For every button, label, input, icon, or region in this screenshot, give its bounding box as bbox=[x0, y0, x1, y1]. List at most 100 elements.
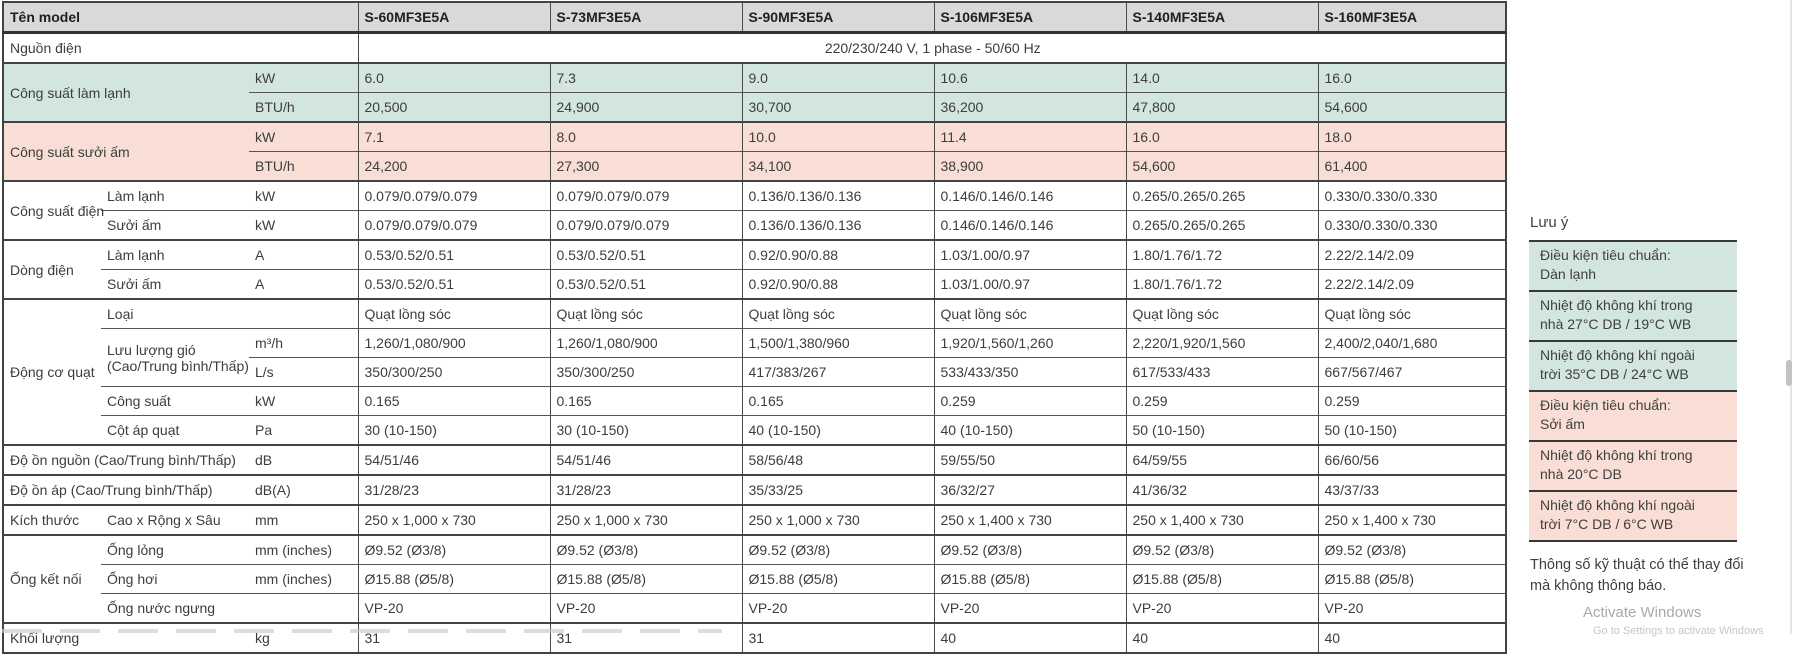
airflow-label-line1: Lưu lượng gió bbox=[107, 341, 196, 358]
table-row: L/s 350/300/250 350/300/250 417/383/267 … bbox=[3, 357, 1506, 387]
row-group-label: Nguồn điện bbox=[3, 31, 358, 63]
spec-value: 0.079/0.079/0.079 bbox=[357, 180, 550, 211]
table-header-row: Tên model S-60MF3E5A S-73MF3E5A S-90MF3E… bbox=[3, 2, 1506, 34]
spec-value: 0.53/0.52/0.51 bbox=[357, 269, 550, 299]
spec-value: 250 x 1,000 x 730 bbox=[741, 504, 934, 535]
row-sub-label: Cao x Rộng x Sâu bbox=[101, 504, 249, 535]
spec-value: 10.6 bbox=[933, 62, 1126, 93]
power-source-value: 220/230/240 V, 1 phase - 50/60 Hz bbox=[357, 31, 1506, 63]
scrollbar-track[interactable] bbox=[1790, 0, 1792, 634]
row-group-label: Ống kết nối bbox=[3, 534, 101, 623]
corner-header: Tên model bbox=[3, 2, 358, 34]
row-sub-label: Ống lỏng bbox=[101, 534, 249, 565]
row-group-label: Công suất điện bbox=[3, 180, 104, 240]
spec-value: 0.136/0.136/0.136 bbox=[741, 210, 934, 240]
spec-value: VP-20 bbox=[741, 593, 934, 623]
disclaimer-line: Thông số kỹ thuật có thể thay đổi bbox=[1530, 557, 1744, 573]
unit-label: mm (inches) bbox=[249, 534, 358, 565]
spec-value: 0.079/0.079/0.079 bbox=[549, 180, 742, 211]
spec-value: 1,920/1,560/1,260 bbox=[933, 328, 1126, 358]
table-row: Ống kết nối Ống lỏng mm (inches) Ø9.52 (… bbox=[3, 534, 1506, 623]
spec-value: 11.4 bbox=[933, 121, 1126, 152]
spec-value: 0.259 bbox=[1317, 386, 1506, 416]
row-group-label: Dòng điện bbox=[3, 239, 101, 299]
spec-value: 40 bbox=[1317, 622, 1506, 653]
unit-label: kg bbox=[249, 622, 358, 653]
spec-value: Ø15.88 (Ø5/8) bbox=[357, 564, 550, 594]
unit-label: kW bbox=[249, 180, 358, 211]
table-row: Sưởi ấm A 0.53/0.52/0.51 0.53/0.52/0.51 … bbox=[3, 269, 1506, 299]
spec-value: 533/433/350 bbox=[933, 357, 1126, 387]
spec-value: 6.0 bbox=[357, 62, 550, 93]
table-row: Động cơ quạt Loại Quạt lồng sóc Quạt lồn… bbox=[3, 298, 1506, 445]
spec-value: 0.330/0.330/0.330 bbox=[1317, 210, 1506, 240]
table-row: Dòng điện Làm lạnh A 0.53/0.52/0.51 0.53… bbox=[3, 239, 1506, 299]
row-sub-label: Làm lạnh bbox=[101, 239, 249, 270]
spec-value: 31 bbox=[357, 622, 550, 653]
row-group-label: Độ ồn áp (Cao/Trung bình/Thấp) bbox=[3, 474, 249, 505]
unit-label: BTU/h bbox=[249, 92, 358, 122]
unit-label: kW bbox=[249, 210, 358, 240]
spec-value: 10.0 bbox=[741, 121, 934, 152]
row-sub-label: Ống hơi bbox=[101, 564, 249, 594]
unit-label: dB bbox=[249, 444, 358, 475]
spec-value: 2.22/2.14/2.09 bbox=[1317, 269, 1506, 299]
spec-value: 250 x 1,400 x 730 bbox=[933, 504, 1126, 535]
spec-value: 1.80/1.76/1.72 bbox=[1125, 239, 1318, 270]
spec-value: 64/59/55 bbox=[1125, 444, 1318, 475]
row-group-label: Công suất sưởi ấm bbox=[3, 121, 249, 181]
spec-value: 250 x 1,000 x 730 bbox=[357, 504, 550, 535]
row-group-label: Động cơ quạt bbox=[3, 298, 101, 445]
spec-value: 40 (10-150) bbox=[741, 415, 934, 445]
spec-value: 0.265/0.265/0.265 bbox=[1125, 180, 1318, 211]
spec-value: 2,400/2,040/1,680 bbox=[1317, 328, 1506, 358]
spec-value: 2,220/1,920/1,560 bbox=[1125, 328, 1318, 358]
spec-value: 1.03/1.00/0.97 bbox=[933, 239, 1126, 270]
row-sub-label: Cột áp quạt bbox=[101, 415, 249, 445]
spec-value: 50 (10-150) bbox=[1125, 415, 1318, 445]
unit-label: mm (inches) bbox=[249, 564, 358, 594]
spec-value: 40 bbox=[1125, 622, 1318, 653]
table-row: Công suất điện Làm lạnh kW 0.079/0.079/0… bbox=[3, 180, 1506, 240]
spec-value: 0.136/0.136/0.136 bbox=[741, 180, 934, 211]
spec-value: Ø15.88 (Ø5/8) bbox=[1317, 564, 1506, 594]
spec-value: 0.53/0.52/0.51 bbox=[357, 239, 550, 270]
spec-value: 59/55/50 bbox=[933, 444, 1126, 475]
notes-box-list: Điều kiện tiêu chuẩn: Dàn lạnh Nhiệt độ … bbox=[1529, 240, 1737, 542]
model-header: S-106MF3E5A bbox=[933, 2, 1126, 34]
unit-label: kW bbox=[249, 121, 358, 152]
spec-value: 30,700 bbox=[741, 92, 934, 122]
spec-value: 40 bbox=[933, 622, 1126, 653]
unit-label: dB(A) bbox=[249, 474, 358, 505]
spec-value: 0.079/0.079/0.079 bbox=[549, 210, 742, 240]
row-group-label: Công suất làm lạnh bbox=[3, 62, 249, 122]
spec-value: Ø15.88 (Ø5/8) bbox=[549, 564, 742, 594]
spec-value: 1,260/1,080/900 bbox=[549, 328, 742, 358]
spec-value: 18.0 bbox=[1317, 121, 1506, 152]
note-line: Nhiệt độ không khí ngoài bbox=[1540, 497, 1695, 513]
spec-value: 0.079/0.079/0.079 bbox=[357, 210, 550, 240]
unit-label: kW bbox=[249, 62, 358, 93]
spec-value: 0.53/0.52/0.51 bbox=[549, 269, 742, 299]
table-row: Ống nước ngưng VP-20 VP-20 VP-20 VP-20 V… bbox=[3, 593, 1506, 623]
spec-value: 36/32/27 bbox=[933, 474, 1126, 505]
spec-value: 7.1 bbox=[357, 121, 550, 152]
watermark-line1: Activate Windows bbox=[1583, 604, 1702, 621]
spec-value: 417/383/267 bbox=[741, 357, 934, 387]
spec-value: 667/567/467 bbox=[1317, 357, 1506, 387]
table-row: Độ ồn áp (Cao/Trung bình/Thấp) dB(A) 31/… bbox=[3, 474, 1506, 505]
row-sub-label: Công suất bbox=[101, 386, 249, 416]
spec-value: 250 x 1,400 x 730 bbox=[1125, 504, 1318, 535]
spec-value: 9.0 bbox=[741, 62, 934, 93]
spec-value: 40 (10-150) bbox=[933, 415, 1126, 445]
spec-value: 16.0 bbox=[1317, 62, 1506, 93]
spec-value: 0.92/0.90/0.88 bbox=[741, 269, 934, 299]
unit-label: kW bbox=[249, 386, 358, 416]
row-sub-label: Lưu lượng gió (Cao/Trung bình/Thấp) bbox=[101, 328, 249, 387]
spec-value: 47,800 bbox=[1125, 92, 1318, 122]
spec-value: Ø9.52 (Ø3/8) bbox=[1317, 534, 1506, 565]
spec-value: Ø9.52 (Ø3/8) bbox=[1125, 534, 1318, 565]
scrollbar-thumb[interactable] bbox=[1786, 360, 1792, 386]
spec-value: Quạt lồng sóc bbox=[933, 298, 1126, 329]
